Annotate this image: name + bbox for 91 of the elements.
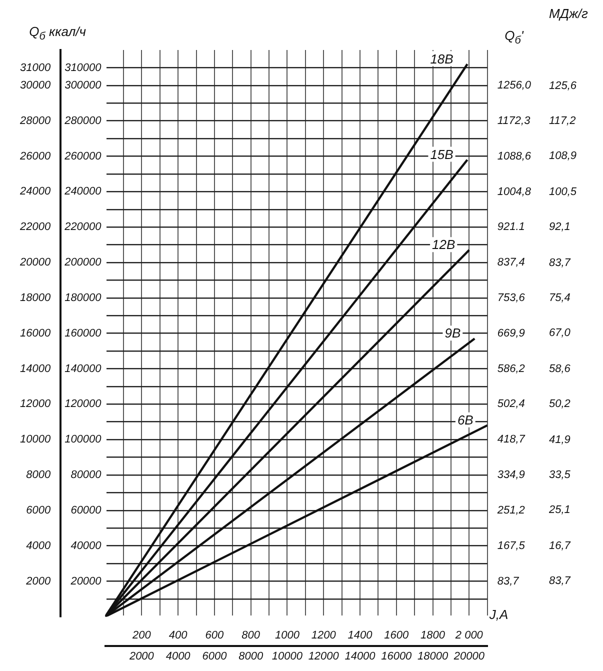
y-tick-label: 31000 <box>20 62 52 74</box>
text: 58,6 <box>549 362 570 375</box>
y2-tick-label: 220000 <box>64 221 102 234</box>
x-tick-label: 10000 <box>272 650 304 662</box>
y-tick-label: 26000 <box>18 150 52 162</box>
y2-tick-label: 40000 <box>70 540 102 552</box>
y-tick-label: 30000 <box>20 79 52 92</box>
y3-tick-label: 1004,8 <box>497 186 532 198</box>
y-tick-label: 12000 <box>20 398 52 410</box>
x-tick-label: 2000 <box>128 650 155 662</box>
text: 83,7 <box>549 575 570 588</box>
y2-tick-label: 200000 <box>64 256 102 269</box>
x2-tick-label: 2 000 <box>454 629 484 642</box>
y3-axis-title: Q$_{б}$' <box>504 28 524 47</box>
x-tick-label: 4000 <box>166 650 192 662</box>
y2-tick-label: 310000 <box>64 62 102 74</box>
text: 117,2 <box>549 114 576 127</box>
text: 108,9 <box>549 150 577 162</box>
y3-tick-label: 418,7 <box>497 434 526 446</box>
y-tick-label: 22000 <box>18 221 52 234</box>
x2-tick-label: 600 <box>205 629 225 642</box>
text: 33,5 <box>549 468 570 481</box>
y3-tick-label: 1256,0 <box>497 80 532 92</box>
text: 100,5 <box>549 186 577 198</box>
y-tick-label: 28000 <box>18 114 52 127</box>
y2-tick-label: 260000 <box>64 150 102 162</box>
y3-tick-label: 502,4 <box>497 398 525 410</box>
y2-tick-label: 280000 <box>64 114 102 127</box>
y-tick-label: 4000 <box>26 540 52 552</box>
y-tick-label: 16000 <box>20 327 52 340</box>
y2-tick-label: 60000 <box>70 504 102 516</box>
y-tick-label: 14000 <box>20 362 52 375</box>
y-tick-label: 6000 <box>26 504 52 516</box>
y2-tick-label: 80000 <box>70 469 102 482</box>
y3-tick-label: 921.1 <box>497 221 525 234</box>
x-tick-label: 14000 <box>344 650 376 662</box>
y3-tick-label: 334,9 <box>497 469 525 482</box>
x-tick-label: 6000 <box>202 650 228 662</box>
series-label: 6В <box>457 412 474 428</box>
y3-tick-label: 1088,6 <box>497 150 532 162</box>
series-label: 15В <box>430 146 454 162</box>
x2-tick-label: 200 <box>132 629 152 642</box>
y3-tick-label: 251,2 <box>496 504 525 516</box>
text: 25,1 <box>549 504 570 516</box>
x2-tick-label: 1400 <box>348 629 374 642</box>
x2-tick-label: 400 <box>168 629 188 642</box>
x2-tick-label: 800 <box>242 629 261 642</box>
x2-tick-label: 1200 <box>311 629 337 642</box>
y-tick-label: 24000 <box>18 186 52 198</box>
y3-tick-label: 753,6 <box>497 292 526 304</box>
y3-tick-label: 669,9 <box>497 327 525 340</box>
y2-tick-label: 140000 <box>64 362 102 375</box>
x2-tick-label: 1600 <box>384 629 410 642</box>
y2-tick-label: 20000 <box>70 575 102 588</box>
text: 67,0 <box>549 327 570 340</box>
y3-tick-label: 83,7 <box>497 575 520 588</box>
text: 75,4 <box>549 292 570 304</box>
y2-tick-label: 120000 <box>64 398 102 410</box>
y3-tick-label: 1172,3 <box>497 114 532 127</box>
y3-tick-label: 586,2 <box>497 362 525 375</box>
x-tick-label: 20000 <box>452 650 486 662</box>
y-tick-label: 18000 <box>20 292 52 304</box>
series-label: 9В <box>444 326 461 341</box>
y-tick-label: 2000 <box>25 575 52 588</box>
y2-tick-label: 300000 <box>64 79 102 92</box>
x2-tick-label: 1000 <box>274 629 300 642</box>
y2-tick-label: 100000 <box>64 434 102 446</box>
y2-tick-label: 160000 <box>64 327 102 340</box>
y2-tick-label: 240000 <box>64 186 102 198</box>
y-axis-title: Q$_{б}$ ккал/ч <box>29 24 86 43</box>
text: 16,7 <box>549 540 570 552</box>
series-label: 12В <box>432 237 456 252</box>
text: 83,7 <box>549 256 570 269</box>
text: МДж/г <box>549 6 588 21</box>
x2-tick-label: 1800 <box>420 629 446 642</box>
text: 50,2 <box>549 398 570 410</box>
y-tick-label: 10000 <box>20 434 52 446</box>
x-axis-title: J,A <box>489 606 508 622</box>
series-label: 18В <box>430 51 454 66</box>
y2-tick-label: 180000 <box>64 292 102 304</box>
text: 92,1 <box>549 221 570 234</box>
text: 125,6 <box>549 80 577 92</box>
y-tick-label: 20000 <box>18 256 52 269</box>
y-tick-label: 8000 <box>26 469 52 482</box>
x-tick-label: 8000 <box>238 650 264 662</box>
x-tick-label: 16000 <box>381 650 413 662</box>
x-tick-label: 18000 <box>417 650 449 662</box>
y3-tick-label: 837,4 <box>497 256 525 269</box>
text: 41,9 <box>549 434 570 446</box>
x-tick-label: 12000 <box>308 650 340 662</box>
y3-tick-label: 167,5 <box>497 540 526 552</box>
